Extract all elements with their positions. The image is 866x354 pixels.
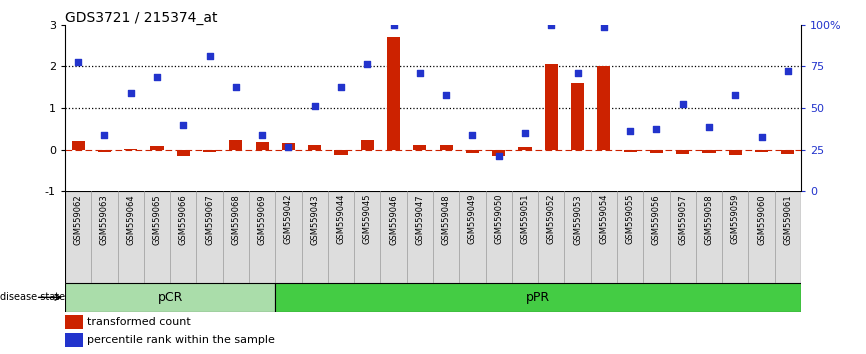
Bar	[255, 142, 268, 149]
Text: percentile rank within the sample: percentile rank within the sample	[87, 335, 275, 345]
Text: GSM559064: GSM559064	[126, 194, 135, 245]
Point	[334, 84, 348, 90]
Text: GSM559056: GSM559056	[652, 194, 661, 245]
Point	[439, 93, 453, 98]
Text: GSM559060: GSM559060	[757, 194, 766, 245]
Text: GSM559050: GSM559050	[494, 194, 503, 244]
Text: GSM559046: GSM559046	[389, 194, 398, 245]
Bar	[440, 145, 453, 149]
Text: GSM559069: GSM559069	[257, 194, 267, 245]
Bar	[676, 149, 689, 154]
Bar	[98, 149, 111, 152]
Text: GSM559057: GSM559057	[678, 194, 688, 245]
Bar	[275, 283, 801, 312]
Text: GSM559063: GSM559063	[100, 194, 109, 245]
Text: GSM559042: GSM559042	[284, 194, 293, 244]
Point	[413, 70, 427, 75]
Bar	[308, 144, 321, 149]
Bar	[65, 315, 83, 329]
Bar	[755, 149, 768, 152]
Point	[307, 103, 321, 109]
Point	[518, 130, 532, 136]
Text: GDS3721 / 215374_at: GDS3721 / 215374_at	[65, 11, 217, 25]
Text: GSM559062: GSM559062	[74, 194, 82, 245]
Text: GSM559048: GSM559048	[442, 194, 450, 245]
Point	[150, 74, 164, 80]
Text: GSM559054: GSM559054	[599, 194, 609, 244]
Text: GSM559043: GSM559043	[310, 194, 320, 245]
Point	[571, 70, 585, 75]
Point	[124, 91, 138, 96]
Bar	[177, 149, 190, 156]
Text: GSM559044: GSM559044	[337, 194, 346, 244]
Bar	[598, 67, 611, 149]
Text: transformed count: transformed count	[87, 318, 191, 327]
Point	[754, 134, 768, 140]
Bar	[571, 83, 585, 149]
Text: GSM559066: GSM559066	[178, 194, 188, 245]
Bar	[545, 64, 558, 149]
Bar	[650, 149, 663, 153]
Point	[386, 22, 400, 28]
Point	[360, 62, 374, 67]
Bar	[203, 149, 216, 152]
Bar	[65, 333, 83, 347]
Text: GSM559061: GSM559061	[784, 194, 792, 245]
Point	[781, 68, 795, 73]
Text: GSM559059: GSM559059	[731, 194, 740, 244]
Text: GSM559052: GSM559052	[546, 194, 556, 244]
Point	[675, 101, 689, 107]
Point	[650, 126, 663, 132]
Bar	[334, 149, 347, 155]
Text: GSM559053: GSM559053	[573, 194, 582, 245]
Text: GSM559065: GSM559065	[152, 194, 161, 245]
Text: GSM559047: GSM559047	[416, 194, 424, 245]
Point	[545, 22, 559, 28]
Bar	[65, 283, 275, 312]
Bar	[413, 144, 426, 149]
Point	[492, 153, 506, 159]
Point	[98, 132, 112, 138]
Bar	[387, 37, 400, 149]
Bar	[361, 141, 374, 149]
Point	[702, 124, 716, 130]
Text: pCR: pCR	[158, 291, 183, 304]
Text: disease state: disease state	[0, 292, 65, 302]
Point	[71, 59, 85, 65]
Text: pPR: pPR	[526, 291, 550, 304]
Bar	[702, 149, 715, 153]
Bar	[151, 146, 164, 149]
Point	[203, 53, 216, 59]
Point	[177, 122, 191, 127]
Text: GSM559068: GSM559068	[231, 194, 241, 245]
Bar	[781, 149, 794, 154]
Point	[597, 24, 611, 30]
Point	[624, 128, 637, 134]
Bar	[72, 141, 85, 149]
Text: GSM559049: GSM559049	[468, 194, 477, 244]
Point	[728, 93, 742, 98]
Bar	[729, 149, 742, 155]
Text: GSM559067: GSM559067	[205, 194, 214, 245]
Text: GSM559055: GSM559055	[625, 194, 635, 244]
Bar	[624, 149, 637, 152]
Text: GSM559058: GSM559058	[705, 194, 714, 245]
Text: GSM559051: GSM559051	[520, 194, 529, 244]
Point	[281, 145, 295, 150]
Point	[255, 132, 269, 138]
Bar	[281, 143, 295, 149]
Point	[466, 132, 480, 138]
Bar	[519, 148, 532, 149]
Point	[229, 84, 242, 90]
Text: GSM559045: GSM559045	[363, 194, 372, 244]
Bar	[492, 149, 505, 156]
Bar	[466, 149, 479, 153]
Bar	[229, 141, 242, 149]
